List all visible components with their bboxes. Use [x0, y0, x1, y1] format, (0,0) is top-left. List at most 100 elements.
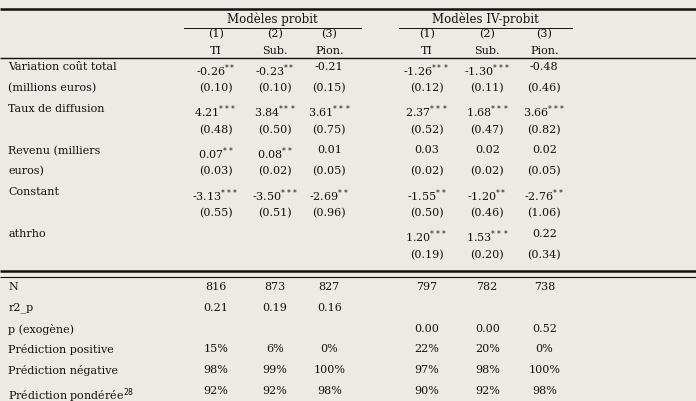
Text: 1.53$^{***}$: 1.53$^{***}$	[466, 229, 509, 245]
Text: 782: 782	[477, 282, 498, 292]
Text: Taux de diffusion: Taux de diffusion	[8, 104, 105, 114]
Text: (0.82): (0.82)	[528, 125, 561, 135]
Text: (0.02): (0.02)	[258, 166, 292, 176]
Text: TI: TI	[420, 46, 433, 55]
Text: 3.66$^{***}$: 3.66$^{***}$	[523, 104, 566, 120]
Text: (0.03): (0.03)	[199, 166, 232, 176]
Text: 3.61$^{***}$: 3.61$^{***}$	[308, 104, 351, 120]
Text: Pion.: Pion.	[315, 46, 343, 55]
Text: 92%: 92%	[475, 386, 500, 396]
Text: (0.55): (0.55)	[199, 208, 232, 218]
Text: -0.23$^{**}$: -0.23$^{**}$	[255, 62, 294, 79]
Text: 98%: 98%	[532, 386, 557, 396]
Text: (0.46): (0.46)	[528, 83, 561, 93]
Text: (2): (2)	[480, 29, 495, 40]
Text: (0.50): (0.50)	[258, 125, 292, 135]
Text: 98%: 98%	[317, 386, 342, 396]
Text: Revenu (milliers: Revenu (milliers	[8, 146, 101, 156]
Text: 6%: 6%	[266, 344, 284, 354]
Text: (0.46): (0.46)	[470, 208, 504, 218]
Text: 0.02: 0.02	[475, 146, 500, 156]
Text: athrho: athrho	[8, 229, 46, 239]
Text: (0.20): (0.20)	[470, 250, 504, 260]
Text: 4.21$^{***}$: 4.21$^{***}$	[194, 104, 237, 120]
Text: 0%: 0%	[535, 344, 553, 354]
Text: Modèles IV-probit: Modèles IV-probit	[432, 12, 539, 26]
Text: Sub.: Sub.	[262, 46, 287, 55]
Text: -1.26$^{***}$: -1.26$^{***}$	[404, 62, 450, 79]
Text: Variation coût total: Variation coût total	[8, 62, 117, 72]
Text: 20%: 20%	[475, 344, 500, 354]
Text: 0.07$^{**}$: 0.07$^{**}$	[198, 146, 234, 162]
Text: 1.68$^{***}$: 1.68$^{***}$	[466, 104, 509, 120]
Text: 873: 873	[264, 282, 285, 292]
Text: (3): (3)	[537, 29, 552, 40]
Text: (0.10): (0.10)	[199, 83, 232, 93]
Text: 100%: 100%	[313, 365, 345, 375]
Text: (0.12): (0.12)	[410, 83, 443, 93]
Text: -2.76$^{**}$: -2.76$^{**}$	[525, 187, 564, 204]
Text: Pion.: Pion.	[530, 46, 558, 55]
Text: 827: 827	[319, 282, 340, 292]
Text: 0.52: 0.52	[532, 324, 557, 334]
Text: (millions euros): (millions euros)	[8, 83, 97, 93]
Text: (0.10): (0.10)	[258, 83, 292, 93]
Text: -3.13$^{***}$: -3.13$^{***}$	[193, 187, 239, 204]
Text: (0.96): (0.96)	[313, 208, 346, 218]
Text: TI: TI	[209, 46, 222, 55]
Text: 3.84$^{***}$: 3.84$^{***}$	[253, 104, 296, 120]
Text: Prédiction pondérée$^{28}$: Prédiction pondérée$^{28}$	[8, 386, 134, 401]
Text: 0.03: 0.03	[414, 146, 439, 156]
Text: (0.47): (0.47)	[470, 125, 504, 135]
Text: (0.52): (0.52)	[410, 125, 443, 135]
Text: (0.15): (0.15)	[313, 83, 346, 93]
Text: 797: 797	[416, 282, 437, 292]
Text: 99%: 99%	[262, 365, 287, 375]
Text: 0.08$^{**}$: 0.08$^{**}$	[257, 146, 293, 162]
Text: 100%: 100%	[528, 365, 560, 375]
Text: 0%: 0%	[320, 344, 338, 354]
Text: (0.19): (0.19)	[410, 250, 443, 260]
Text: 0.19: 0.19	[262, 303, 287, 313]
Text: 98%: 98%	[475, 365, 500, 375]
Text: -1.20$^{**}$: -1.20$^{**}$	[468, 187, 507, 204]
Text: 0.00: 0.00	[414, 324, 439, 334]
Text: Prédiction positive: Prédiction positive	[8, 344, 114, 355]
Text: 0.01: 0.01	[317, 146, 342, 156]
Text: (0.05): (0.05)	[313, 166, 346, 176]
Text: -1.55$^{**}$: -1.55$^{**}$	[407, 187, 446, 204]
Text: 97%: 97%	[414, 365, 439, 375]
Text: 92%: 92%	[262, 386, 287, 396]
Text: -0.48: -0.48	[530, 62, 559, 72]
Text: euros): euros)	[8, 166, 45, 176]
Text: 98%: 98%	[203, 365, 228, 375]
Text: Sub.: Sub.	[475, 46, 500, 55]
Text: 15%: 15%	[203, 344, 228, 354]
Text: (0.48): (0.48)	[199, 125, 232, 135]
Text: -0.21: -0.21	[315, 62, 344, 72]
Text: r2_p: r2_p	[8, 303, 33, 313]
Text: p (exogène): p (exogène)	[8, 324, 74, 334]
Text: 0.02: 0.02	[532, 146, 557, 156]
Text: (0.51): (0.51)	[258, 208, 292, 218]
Text: (2): (2)	[267, 29, 283, 40]
Text: (0.50): (0.50)	[410, 208, 443, 218]
Text: 0.00: 0.00	[475, 324, 500, 334]
Text: -0.26$^{**}$: -0.26$^{**}$	[196, 62, 235, 79]
Text: (0.05): (0.05)	[528, 166, 561, 176]
Text: 22%: 22%	[414, 344, 439, 354]
Text: 816: 816	[205, 282, 226, 292]
Text: N: N	[8, 282, 18, 292]
Text: (1.06): (1.06)	[528, 208, 561, 218]
Text: (3): (3)	[322, 29, 337, 40]
Text: Prédiction négative: Prédiction négative	[8, 365, 118, 376]
Text: 2.37$^{***}$: 2.37$^{***}$	[405, 104, 448, 120]
Text: -3.50$^{***}$: -3.50$^{***}$	[252, 187, 298, 204]
Text: 0.16: 0.16	[317, 303, 342, 313]
Text: (0.34): (0.34)	[528, 250, 561, 260]
Text: Constant: Constant	[8, 187, 59, 197]
Text: (0.11): (0.11)	[470, 83, 504, 93]
Text: Modèles probit: Modèles probit	[227, 12, 318, 26]
Text: (0.75): (0.75)	[313, 125, 346, 135]
Text: (0.02): (0.02)	[410, 166, 443, 176]
